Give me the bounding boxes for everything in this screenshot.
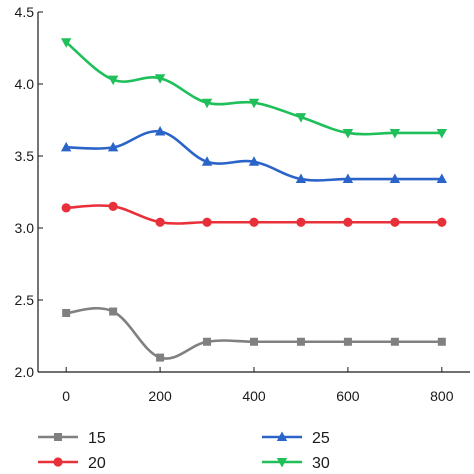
x-tick-label: 200 xyxy=(148,388,172,404)
legend-item-15: 15 xyxy=(38,430,106,447)
y-tick-label: 3.0 xyxy=(15,220,35,236)
data-point-15 xyxy=(250,337,258,346)
data-point-25 xyxy=(201,156,213,166)
legend-label: 30 xyxy=(312,455,330,472)
x-tick-label: 0 xyxy=(62,388,70,404)
data-point-25 xyxy=(154,126,166,136)
data-point-25 xyxy=(107,141,119,152)
legend-item-30: 30 xyxy=(262,455,330,472)
data-point-30 xyxy=(154,74,166,84)
legend-label: 25 xyxy=(312,430,330,447)
data-point-30 xyxy=(295,113,307,123)
y-tick-label: 2.5 xyxy=(15,292,35,308)
y-tick-label: 3.5 xyxy=(15,148,35,164)
series-line-15 xyxy=(66,307,442,360)
x-tick-label: 400 xyxy=(242,388,266,404)
series-30 xyxy=(60,38,448,139)
data-point-20 xyxy=(437,217,447,227)
data-point-15 xyxy=(156,353,165,362)
data-point-25 xyxy=(436,173,448,184)
data-point-15 xyxy=(296,337,305,346)
series-line-25 xyxy=(66,130,442,182)
series-lines xyxy=(60,38,448,362)
data-point-15 xyxy=(109,307,118,316)
tick-labels: 2.0 2.5 3.0 3.5 4.0 4.5 0 200 400 600 800 xyxy=(15,4,454,404)
data-point-25 xyxy=(342,173,354,184)
data-point-25 xyxy=(60,141,72,152)
y-tick-label: 4.0 xyxy=(15,76,35,92)
legend-label: 20 xyxy=(88,455,106,472)
legend-item-25: 25 xyxy=(262,430,330,447)
data-point-25 xyxy=(248,156,260,166)
legend-marker xyxy=(54,433,62,441)
data-point-20 xyxy=(202,217,212,227)
data-point-30 xyxy=(436,128,448,139)
data-point-30 xyxy=(389,128,401,139)
y-tick-label: 4.5 xyxy=(15,4,35,20)
series-25 xyxy=(60,126,448,184)
series-line-30 xyxy=(65,41,442,136)
data-point-30 xyxy=(201,98,213,109)
data-point-20 xyxy=(155,217,165,227)
data-point-15 xyxy=(390,337,399,346)
data-point-20 xyxy=(390,217,400,227)
data-point-30 xyxy=(248,98,260,109)
legend-label: 15 xyxy=(88,430,106,447)
data-point-30 xyxy=(342,128,354,139)
series-15 xyxy=(62,307,446,362)
data-point-30 xyxy=(107,75,119,86)
series-20 xyxy=(61,201,447,227)
y-tick-label: 2.0 xyxy=(15,364,35,380)
data-point-15 xyxy=(437,337,446,346)
data-point-20 xyxy=(343,217,353,227)
data-point-30 xyxy=(60,38,72,48)
data-point-20 xyxy=(249,217,259,227)
data-point-20 xyxy=(108,201,118,211)
data-point-20 xyxy=(61,203,71,213)
data-point-25 xyxy=(389,173,401,184)
data-point-25 xyxy=(295,173,307,184)
legend-marker xyxy=(53,457,63,467)
x-tick-label: 600 xyxy=(336,388,360,404)
data-point-15 xyxy=(343,337,352,346)
legend: 15 20 25 30 xyxy=(38,430,330,472)
data-point-20 xyxy=(296,217,306,227)
legend-marker xyxy=(276,458,288,468)
legend-item-20: 20 xyxy=(38,455,106,472)
axes xyxy=(37,11,470,373)
data-point-15 xyxy=(203,337,212,346)
data-point-15 xyxy=(62,308,71,317)
legend-marker xyxy=(276,431,288,441)
x-tick-label: 800 xyxy=(430,388,454,404)
